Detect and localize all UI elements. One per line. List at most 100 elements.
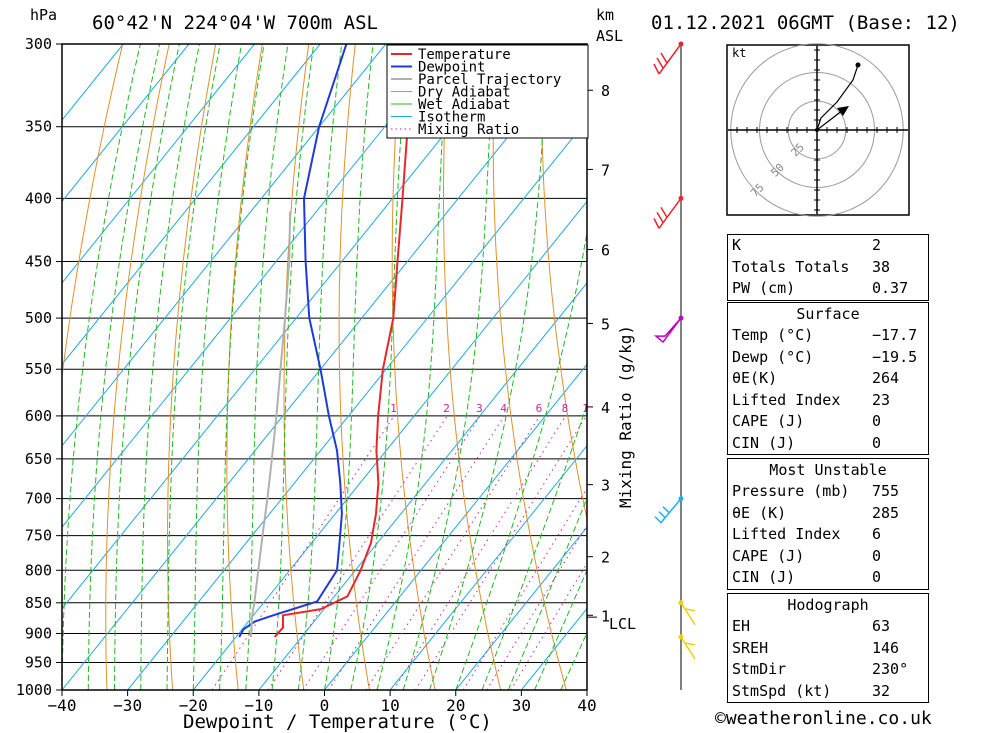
mixing-ratio-label-1: 1 [390, 402, 397, 415]
mu-cin-value: 0 [872, 568, 882, 586]
surface-dewp-value: −19.5 [872, 347, 918, 366]
surface-cape-label: CAPE (J) [732, 412, 805, 430]
dry-adiabat-300 [443, 44, 502, 690]
y-tick-label-350: 350 [25, 118, 52, 136]
hodograph-table: Hodograph EH 63 SREH 146 StmDir 230° StmSpd… [727, 593, 929, 703]
plot-frame [61, 43, 588, 691]
isotherm--70 [62, 44, 387, 447]
y-tick-label-650: 650 [25, 450, 52, 468]
y-tick-label-900: 900 [25, 624, 52, 642]
pw-label: PW (cm) [732, 279, 796, 297]
mu-cape-value: 0 [872, 546, 882, 565]
profile-temperature [273, 44, 430, 638]
mu-pressure-value: 755 [872, 482, 900, 500]
stmspd-value: 32 [872, 681, 891, 700]
mu-theta-label: θE (K) [732, 503, 787, 522]
isotherm-0 [324, 363, 587, 690]
copyright[interactable]: ©weatheronline.co.uk [715, 708, 932, 729]
wet-adiabat--12 [245, 44, 289, 690]
wet-adiabat--28 [140, 44, 200, 690]
dry-adiabat-290 [391, 44, 436, 690]
surface-cin-label: CIN (J) [732, 433, 796, 452]
x-tick-label--20: −20 [179, 696, 208, 715]
mixing-ratio-line-3 [302, 415, 481, 690]
hodograph-unit: kt [732, 46, 746, 60]
surface-li-value: 23 [872, 390, 891, 409]
mixing-ratio-label-4: 4 [500, 402, 507, 415]
stmdir-value: 230° [872, 660, 909, 678]
most-unstable-table: Most Unstable Pressure (mb) 755 θE (K) 285… [727, 458, 929, 590]
mixing-ratio-line-20 [486, 524, 587, 690]
isotherm--10 [258, 282, 587, 690]
mu-cape-label: CAPE (J) [732, 546, 805, 565]
mixing-ratio-label-8: 8 [562, 402, 569, 415]
legend-isotherm: Isotherm [418, 110, 485, 126]
dry-adiabat-230 [62, 44, 124, 381]
y-tick-label-1000: 1000 [16, 681, 52, 699]
k-value: 2 [872, 236, 882, 254]
legend-parcel: Parcel Trajectory [418, 72, 561, 88]
wet-adiabat-32 [534, 569, 587, 690]
x-tick-label-30: 30 [512, 696, 531, 715]
isotherm-10 [389, 444, 587, 690]
wet-adiabat-20 [455, 229, 587, 690]
plot-border [61, 43, 588, 691]
hodo-end-dot [855, 62, 861, 68]
legend-dry-adiabat: Dry Adiabat [418, 85, 511, 101]
mu-cin-label: CIN (J) [732, 568, 796, 586]
surface-title: Surface [796, 305, 860, 323]
surface-temp-value: −17.7 [872, 326, 918, 344]
y-tick-label-450: 450 [25, 253, 52, 271]
km-tick-label-5: 5 [601, 315, 610, 333]
mixing-ratio-label-20: 20 [649, 402, 662, 415]
wet-adiabat--24 [166, 44, 221, 690]
eh-value: 63 [872, 617, 891, 635]
x-tick-label--40: −40 [48, 696, 77, 715]
location-title: 60°42'N 224°04'W 700m ASL [92, 12, 378, 34]
wind-barb-906 [680, 636, 696, 660]
mixing-ratio-label-6: 6 [536, 402, 543, 415]
surface-li-label: Lifted Index [732, 390, 841, 409]
stmspd-label: StmSpd (kt) [732, 681, 832, 700]
hodo-origin [815, 128, 819, 132]
dry-adiabat-270 [283, 44, 310, 690]
mixing-ratio-label-3: 3 [476, 402, 483, 415]
mixing-ratio-line-8 [393, 415, 567, 690]
sreh-label: SREH [732, 638, 769, 657]
x-axis-title: Dewpoint / Temperature (°C) [183, 711, 492, 733]
isotherm--80 [62, 44, 321, 366]
wet-adiabat-24 [481, 403, 587, 690]
surface-table: Surface Temp (°C) −17.7 Dewp (°C) −19.5 θE… [727, 302, 929, 455]
y-tick-label-750: 750 [25, 527, 52, 545]
isotherm-20 [455, 526, 587, 690]
mixing-ratio-label-2: 2 [443, 402, 450, 415]
y-tick-label-700: 700 [25, 490, 52, 508]
isotherm--20 [192, 200, 587, 690]
wind-barb-500 [653, 317, 682, 344]
indices-table: K 2 Totals Totals 38 PW (cm) 0.37 [727, 234, 929, 301]
x-tick-label-10: 10 [380, 696, 399, 715]
mu-title: Most Unstable [769, 461, 887, 479]
k-label: K [732, 236, 742, 254]
y-tick-label-550: 550 [25, 360, 52, 378]
height-unit-asl-label: ASL [596, 27, 623, 45]
wind-barb-300 [653, 43, 682, 75]
legend-dewpoint: Dewpoint [418, 60, 485, 76]
mixing-ratio-line-6 [365, 415, 541, 690]
axes: 3003504004505005506006507007508008509009… [16, 35, 610, 715]
y-tick-label-600: 600 [25, 407, 52, 425]
wet-adiabat--16 [219, 44, 265, 690]
wet-adiabat-0 [324, 44, 374, 690]
storm-motion-line [816, 109, 844, 131]
x-tick-label-40: 40 [577, 696, 596, 715]
plot-area: 1 2 3 4 6 8 10 16 20 25 [62, 44, 662, 690]
wet-adiabat--40 [62, 44, 141, 690]
surface-theta-value: 264 [872, 369, 900, 387]
datetime-title: 01.12.2021 06GMT (Base: 12) [651, 12, 960, 34]
dry-adiabat-250 [167, 44, 217, 690]
wet-adiabat-8 [376, 44, 449, 690]
legend: Temperature Dewpoint Parcel Trajectory D… [386, 44, 589, 139]
wet-adiabat-16 [429, 44, 549, 690]
